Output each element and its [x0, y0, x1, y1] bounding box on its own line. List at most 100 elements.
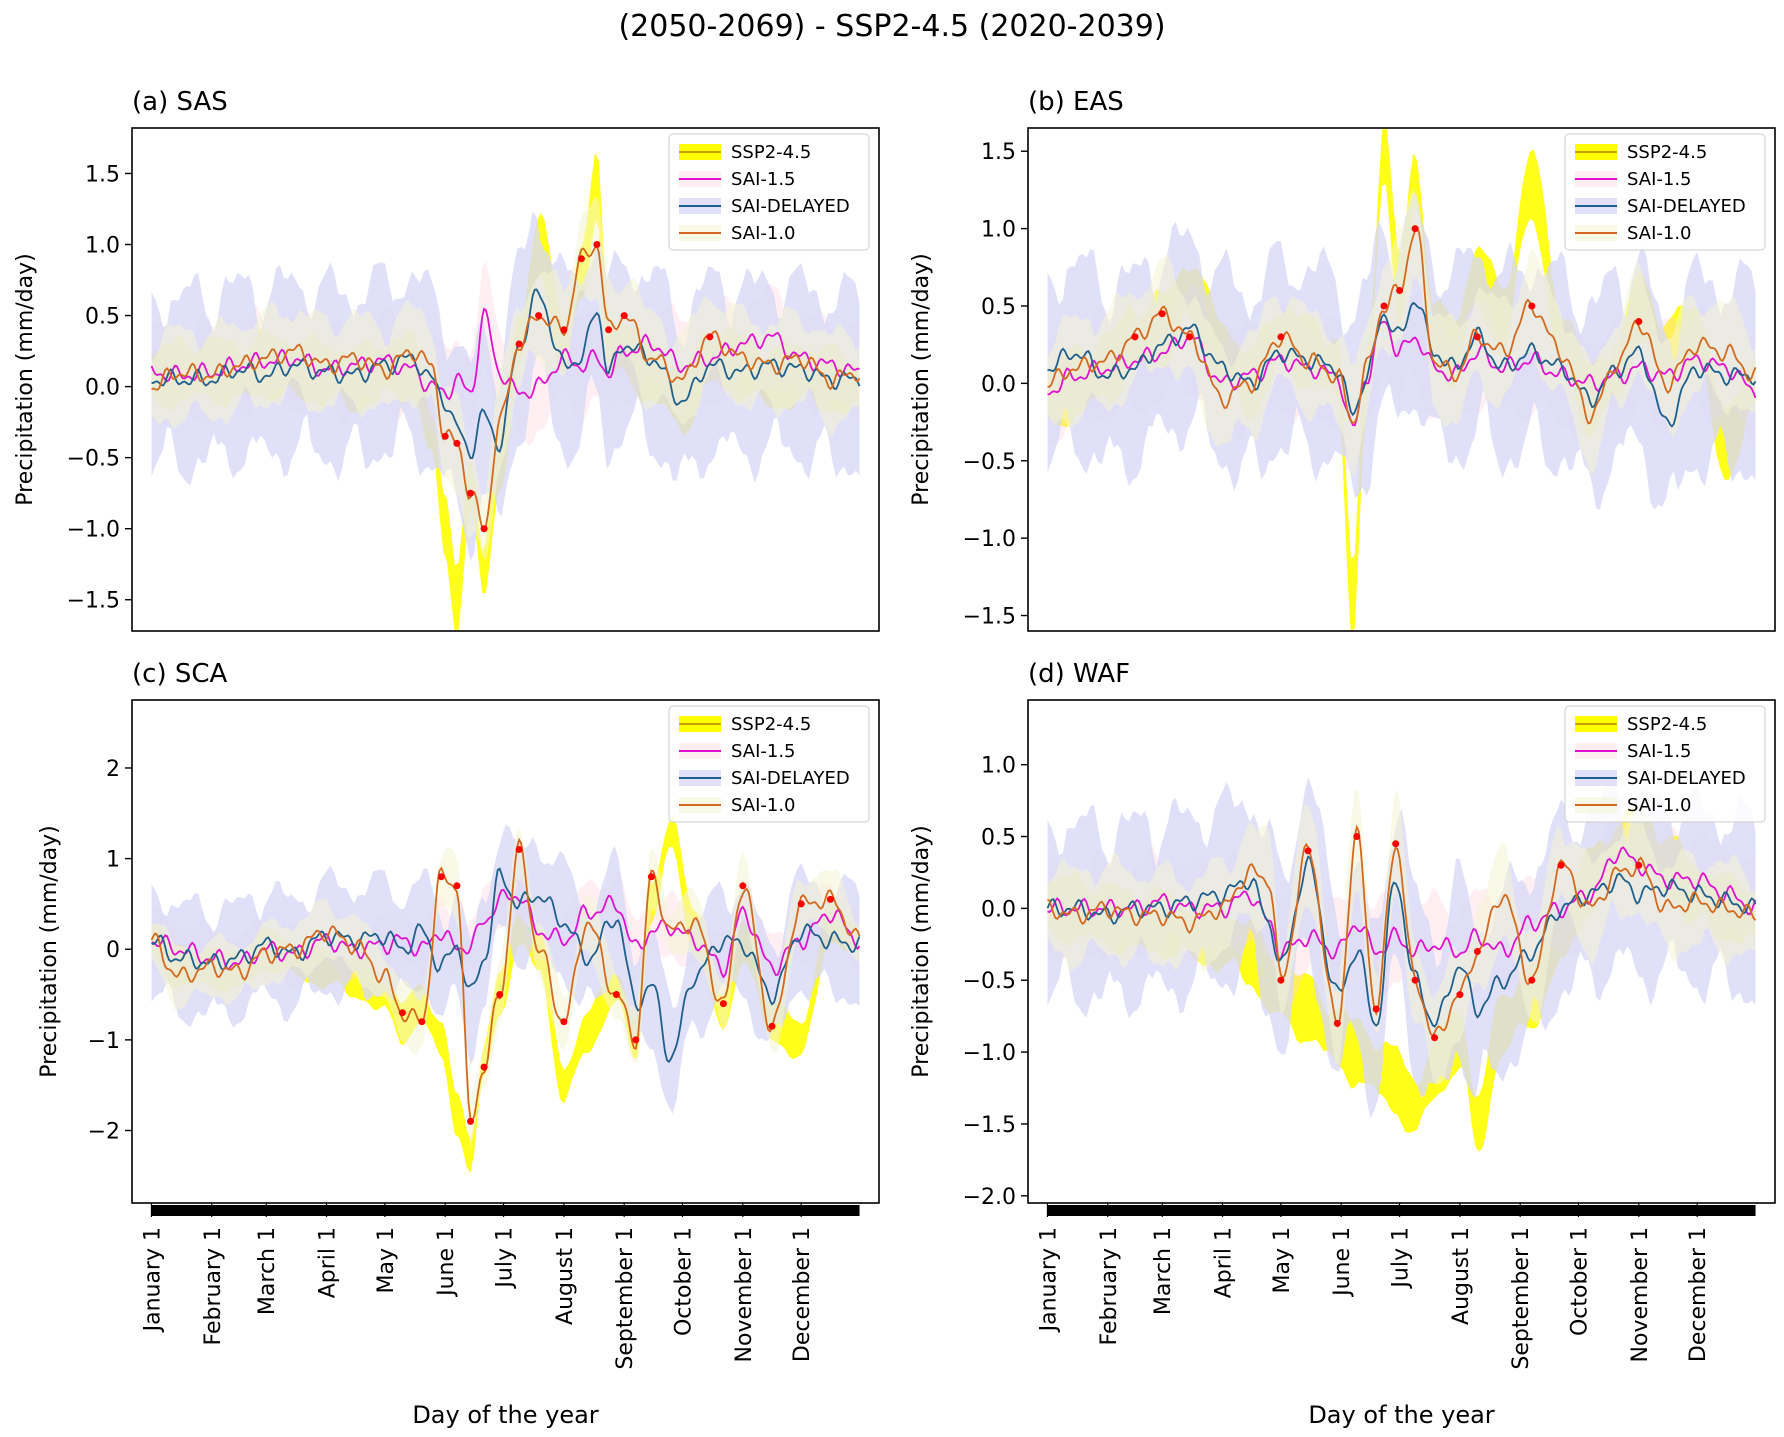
significance-marker	[1431, 1034, 1439, 1042]
x-tick-label: August 1	[553, 1227, 578, 1325]
panel-waf: −2.0 −1.5 −1.0 −0.5 0.0 0.5 1.0 Precipitation (…	[909, 659, 1776, 1429]
legend-label: SAI-1.5	[1627, 741, 1692, 762]
significance-marker	[535, 312, 543, 320]
x-tick-band	[151, 1205, 860, 1216]
significance-marker	[1528, 976, 1536, 984]
significance-marker	[739, 882, 747, 890]
panel-title: (d) WAF	[1028, 659, 1130, 689]
legend-label: SSP2-4.5	[731, 142, 811, 163]
legend-label: SAI-DELAYED	[731, 768, 850, 789]
panel-sas: −1.5 −1.0 −0.5 0.0 0.5 1.0 1.5 Precipitation (m…	[13, 87, 880, 632]
line-sai-1-0	[150, 837, 861, 1123]
x-tick-label: February 1	[1097, 1227, 1122, 1345]
y-tick-label: 0.0	[981, 897, 1016, 922]
legend-label: SAI-DELAYED	[1627, 768, 1746, 789]
x-tick-label: November 1	[732, 1227, 757, 1362]
legend: SSP2-4.5 SAI-1.5 SAI-DELAYED SAI-1.0	[668, 133, 870, 251]
x-tick-label: July 1	[493, 1227, 518, 1290]
significance-marker	[453, 882, 461, 890]
y-tick-label: 0.5	[981, 295, 1016, 320]
significance-marker	[441, 432, 449, 440]
significance-marker	[1456, 991, 1464, 999]
line-sai-1-5	[151, 888, 861, 979]
x-axis-label: Day of the year	[412, 1401, 598, 1429]
y-tick-label: −1.5	[67, 589, 120, 614]
panels: −1.5 −1.0 −0.5 0.0 0.5 1.0 1.5 Precipitation (m…	[13, 87, 1776, 1429]
band-sai-1-0	[151, 827, 860, 1150]
legend-label: SAI-1.0	[731, 795, 796, 816]
significance-marker	[620, 312, 628, 320]
x-tick-label: March 1	[255, 1227, 280, 1315]
y-tick-label: 1.0	[981, 754, 1016, 779]
y-tick-label: 2	[106, 757, 120, 782]
significance-marker	[768, 1022, 776, 1030]
legend-box	[1564, 133, 1766, 251]
x-tick-label: August 1	[1449, 1227, 1474, 1325]
significance-marker	[1392, 840, 1400, 848]
significance-marker	[437, 873, 445, 881]
legend-label: SAI-DELAYED	[731, 196, 850, 217]
x-tick-label: June 1	[1330, 1227, 1355, 1298]
line-sai-1-0	[151, 244, 861, 533]
significance-marker	[1635, 318, 1643, 325]
significance-marker	[1396, 287, 1404, 294]
significance-marker	[647, 873, 655, 881]
x-tick-label: December 1	[1686, 1227, 1711, 1362]
band-sai-delayed	[151, 824, 860, 1114]
y-tick-label: 1	[106, 848, 120, 873]
band-sai-1-0	[1047, 187, 1756, 476]
y-tick-label: −1.0	[963, 1041, 1016, 1066]
line-sai-delayed	[1046, 855, 1757, 1028]
significance-marker	[706, 333, 714, 341]
x-tick-label: September 1	[613, 1227, 638, 1370]
x-tick-label: January 1	[1036, 1227, 1061, 1333]
significance-marker	[1333, 1019, 1341, 1027]
significance-marker	[1528, 302, 1536, 310]
y-tick-label: 0.0	[981, 372, 1016, 397]
line-sai-delayed	[1047, 301, 1757, 428]
legend-label: SAI-1.5	[731, 741, 796, 762]
x-tick-label: December 1	[790, 1227, 815, 1362]
axes-frame	[1027, 699, 1776, 1204]
significance-marker	[467, 489, 474, 497]
legend-label: SSP2-4.5	[1627, 714, 1707, 735]
significance-marker	[418, 1018, 426, 1026]
x-tick-label: April 1	[316, 1227, 341, 1298]
legend: SSP2-4.5 SAI-1.5 SAI-DELAYED SAI-1.0	[1564, 133, 1766, 251]
x-tick-label: February 1	[201, 1227, 226, 1345]
y-tick-label: 0.0	[85, 376, 120, 401]
panel-eas: −1.5 −1.0 −0.5 0.0 0.5 1.0 1.5 Precipitation (m…	[909, 87, 1776, 632]
y-tick-label: −0.5	[67, 447, 120, 472]
legend-label: SAI-DELAYED	[1627, 196, 1746, 217]
y-tick-label: 0.5	[981, 826, 1016, 851]
x-tick-label: July 1	[1389, 1227, 1414, 1290]
legend-label: SSP2-4.5	[731, 714, 811, 735]
significance-marker	[632, 1036, 640, 1044]
x-tick-label: September 1	[1509, 1227, 1534, 1370]
legend-label: SAI-1.5	[731, 169, 796, 190]
panel-title: (a) SAS	[132, 87, 228, 117]
legend-box	[668, 133, 870, 251]
significance-marker	[515, 846, 523, 853]
x-tick-label: June 1	[434, 1227, 459, 1298]
panel-sca: −2 −1 0 1 2 Precipitation (mm/day) (c) SCA Janu…	[37, 659, 880, 1429]
significance-marker	[515, 340, 523, 348]
significance-marker	[1277, 976, 1285, 984]
legend-box	[1564, 705, 1766, 823]
x-tick-label: March 1	[1151, 1227, 1176, 1315]
plot-area	[1046, 777, 1757, 1152]
x-tick-label: November 1	[1628, 1227, 1653, 1362]
y-axis-label: Precipitation (mm/day)	[13, 253, 38, 505]
line-sai-delayed	[151, 867, 861, 1064]
significance-marker	[1158, 310, 1166, 318]
legend-label: SSP2-4.5	[1627, 142, 1707, 163]
significance-marker	[1372, 1005, 1380, 1013]
significance-marker	[1473, 948, 1481, 955]
significance-marker	[719, 1000, 727, 1008]
significance-marker	[1304, 847, 1312, 855]
y-axis-label: Precipitation (mm/day)	[37, 825, 62, 1077]
y-tick-label: −1.5	[963, 605, 1016, 630]
panel-title: (c) SCA	[132, 659, 228, 689]
x-tick-label: May 1	[1270, 1227, 1295, 1293]
